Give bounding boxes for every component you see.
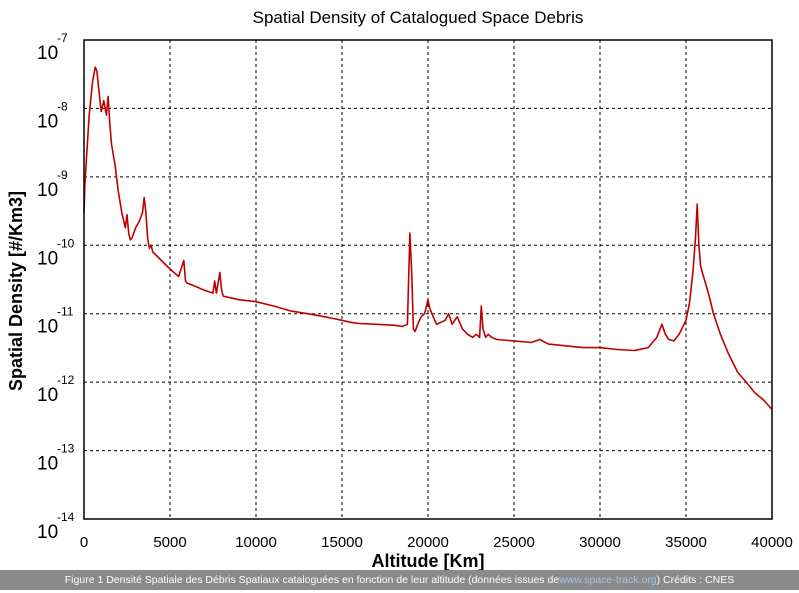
x-tick-label: 10000 [235, 534, 277, 551]
y-axis-label: Spatial Density [#/Km3] [6, 191, 26, 391]
y-tick-label: 10 [37, 43, 58, 64]
y-tick-exponent: -8 [57, 99, 68, 113]
x-tick-label: 25000 [493, 534, 535, 551]
x-tick-label: 5000 [153, 534, 186, 551]
caption-text-after: ) Crédits : CNES [656, 574, 735, 586]
x-tick-label: 15000 [321, 534, 363, 551]
chart-title: Spatial Density of Catalogued Space Debr… [253, 8, 584, 27]
y-tick-exponent: -11 [57, 305, 74, 319]
x-tick-label: 30000 [579, 534, 621, 551]
x-tick-labels: 0 5000 10000 15000 20000 25000 30000 35000 40000 [80, 534, 793, 551]
chart-svg: Spatial Density of Catalogued Space Debr… [6, 8, 793, 570]
y-tick-exponent: -12 [57, 373, 75, 387]
x-tick-label: 35000 [665, 534, 707, 551]
y-tick-exponent: -13 [57, 442, 75, 456]
y-tick-label: 10 [37, 454, 58, 475]
y-tick-exponent: -14 [57, 510, 75, 524]
series-line-0 [83, 66, 773, 410]
y-tick-exponent: -9 [57, 168, 68, 182]
x-tick-label: 40000 [751, 534, 793, 551]
caption-link[interactable]: www.space-track.org [559, 574, 657, 586]
series-layer [83, 66, 773, 410]
y-tick-label: 10 [37, 317, 58, 338]
y-tick-exponent: -7 [57, 31, 68, 45]
caption-text-before: Figure 1 Densité Spatiale des Débris Spa… [64, 574, 560, 586]
y-tick-label: 10 [37, 385, 58, 406]
y-tick-label: 10 [37, 111, 58, 132]
grid [84, 40, 772, 519]
figure-caption: Figure 1 Densité Spatiale des Débris Spa… [0, 570, 799, 590]
y-tick-label: 10 [37, 522, 58, 543]
y-tick-label: 10 [37, 248, 58, 269]
y-tick-label: 10 [37, 180, 58, 201]
x-axis-label: Altitude [Km] [372, 551, 485, 570]
x-tick-label: 20000 [407, 534, 449, 551]
x-tick-label: 0 [80, 534, 88, 551]
y-tick-exponent: -10 [57, 236, 75, 250]
plot-frame [83, 39, 773, 520]
